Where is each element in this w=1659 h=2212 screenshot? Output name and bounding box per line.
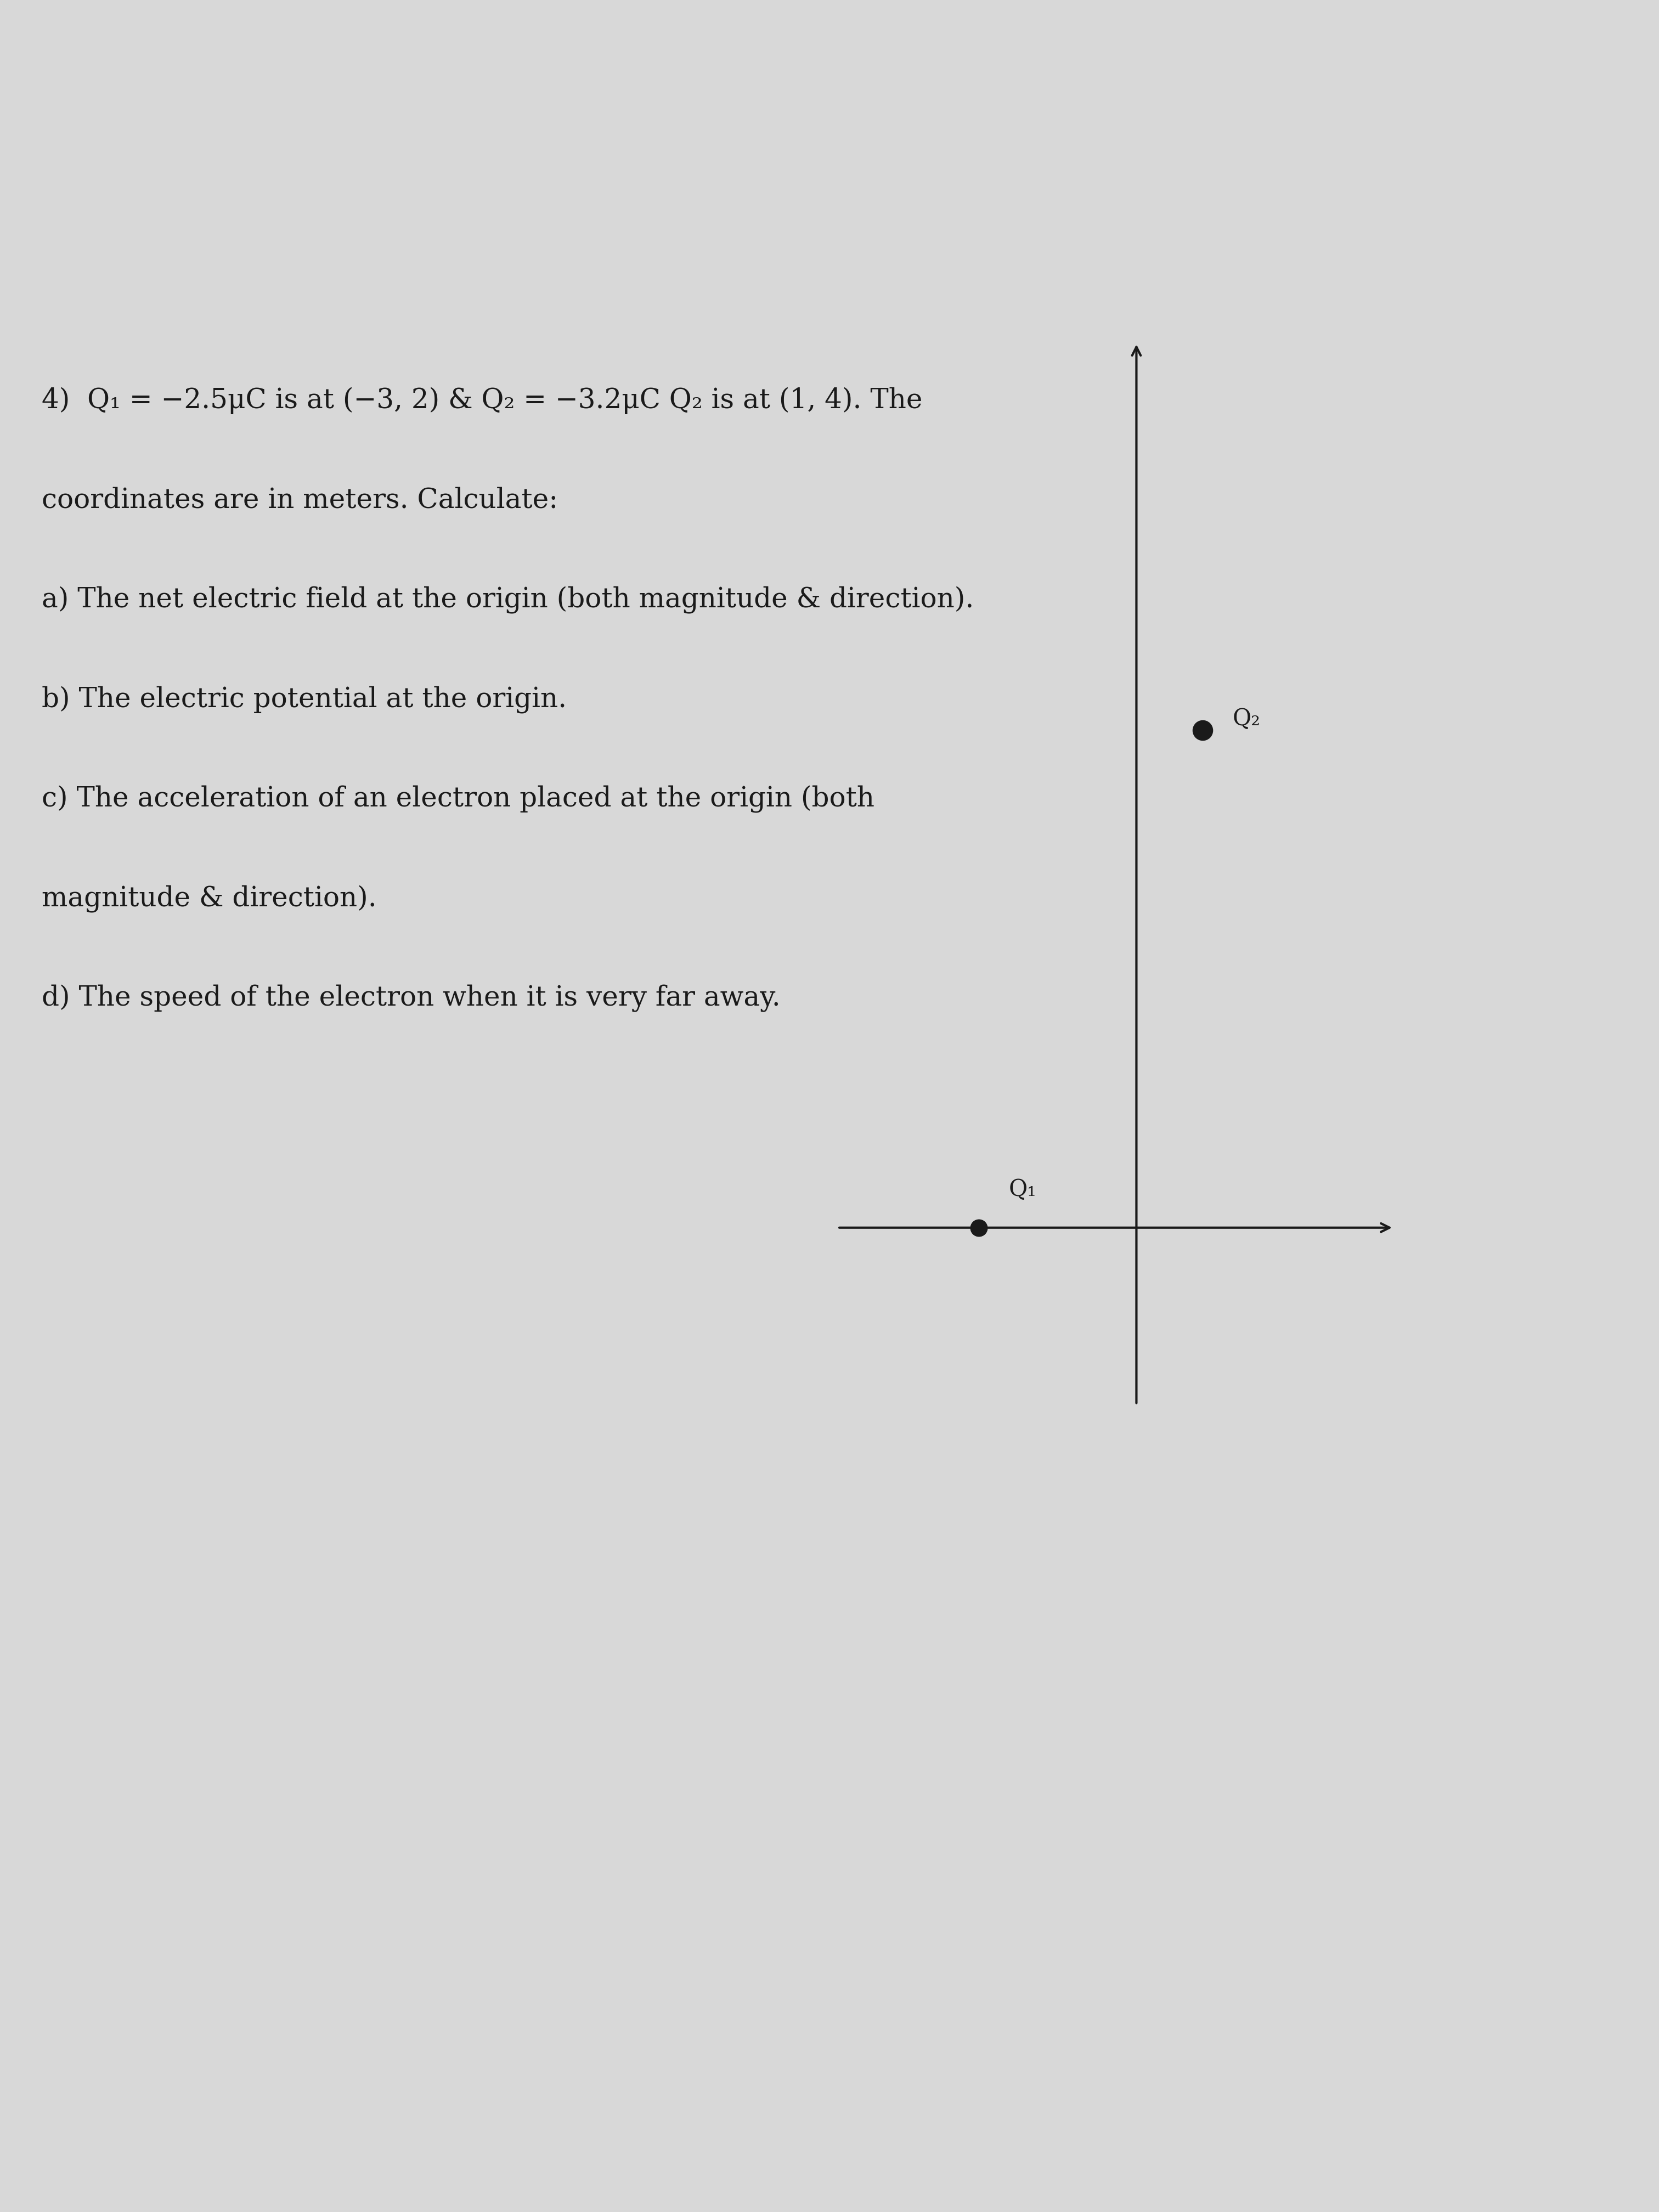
Text: c) The acceleration of an electron placed at the origin (both: c) The acceleration of an electron place… [41,785,874,812]
Text: 4)  Q₁ = −2.5μC is at (−3, 2) & Q₂ = −3.2μC Q₂ is at (1, 4). The: 4) Q₁ = −2.5μC is at (−3, 2) & Q₂ = −3.2… [41,387,922,414]
Text: b) The electric potential at the origin.: b) The electric potential at the origin. [41,686,567,712]
Text: Q₂: Q₂ [1233,708,1261,730]
Text: magnitude & direction).: magnitude & direction). [41,885,377,911]
Text: d) The speed of the electron when it is very far away.: d) The speed of the electron when it is … [41,984,780,1011]
Text: Q₁: Q₁ [1009,1179,1037,1201]
Text: a) The net electric field at the origin (both magnitude & direction).: a) The net electric field at the origin … [41,586,974,613]
Text: coordinates are in meters. Calculate:: coordinates are in meters. Calculate: [41,487,557,513]
